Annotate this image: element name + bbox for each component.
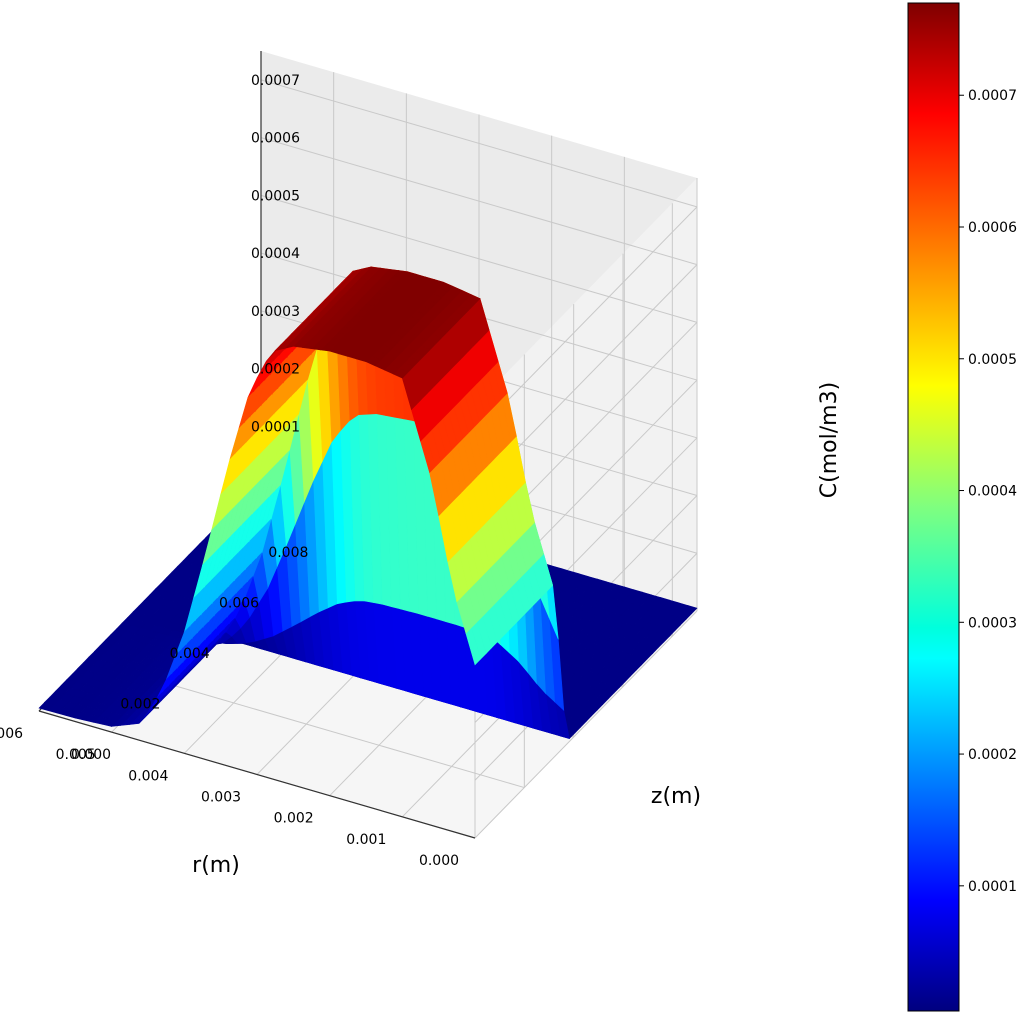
surface-cell [38, 702, 55, 711]
colorbar-tick-label: 0.0001 [968, 879, 1017, 895]
x-tick-label: 0.004 [128, 768, 168, 784]
x-tick-label: 0.006 [0, 726, 23, 742]
colorbar-ticks: 0.0001 0.0002 0.0003 0.0004 0.0005 0.0006 0.00… [959, 88, 1017, 895]
colorbar-tick-label: 0.0002 [968, 747, 1017, 763]
colorbar-tick-label: 0.0006 [968, 220, 1017, 236]
grid-line-c-left [474, 206, 698, 435]
colorbar-gradient [907, 2, 960, 1012]
y-tick-label: 0.000 [71, 747, 111, 763]
grid-line-c-back [260, 194, 698, 323]
surface-plot [38, 266, 698, 740]
y-tick-label: 0.008 [268, 545, 308, 561]
colorbar-tick-label: 0.0003 [968, 615, 1017, 631]
x-tick-label: 0.003 [201, 790, 241, 806]
colorbar-tick-label: 0.0005 [968, 352, 1017, 368]
x-tick-label: 0.000 [419, 853, 459, 869]
grid-line-c-back [260, 137, 698, 266]
y-tick-label: 0.004 [170, 646, 210, 662]
z-tick-label: 0.0002 [251, 362, 300, 378]
z-tick-label: 0.0005 [251, 188, 300, 204]
x-tick-label: 0.001 [346, 832, 386, 848]
x-tick-label: 0.002 [274, 811, 314, 827]
colorbar: 0.0001 0.0002 0.0003 0.0004 0.0005 0.0006 0.00… [907, 2, 1017, 1012]
z-tick-label: 0.0007 [251, 73, 300, 89]
z-tick-label: 0.0004 [251, 246, 300, 262]
axes-ticks: 0.000 0.001 0.002 0.003 0.004 0.005 0.006 0.000… [0, 73, 459, 869]
grid-line-r [474, 610, 698, 839]
z-tick-label: 0.0006 [251, 131, 300, 147]
z-axis-label: C(mol/m3) [817, 382, 842, 498]
y-tick-label: 0.002 [120, 697, 160, 713]
colorbar-tick-label: 0.0004 [968, 484, 1017, 500]
x-tick-label: 0.005 [56, 747, 96, 763]
colorbar-tick-label: 0.0007 [968, 88, 1017, 104]
y-tick-label: 0.006 [219, 596, 259, 612]
z-tick-label: 0.0001 [251, 419, 300, 435]
y-axis-label: z(m) [651, 784, 701, 809]
x-axis-label: r(m) [192, 853, 240, 878]
grid-line-c-back [260, 79, 698, 208]
z-tick-label: 0.0003 [251, 304, 300, 320]
x-axis-line [38, 710, 476, 839]
